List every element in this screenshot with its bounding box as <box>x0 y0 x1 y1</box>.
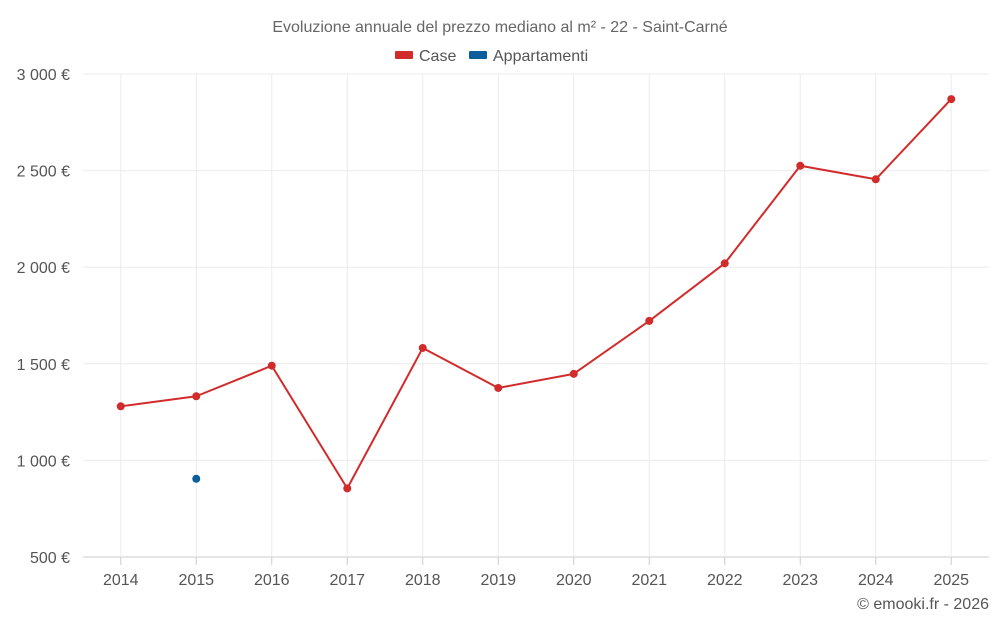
credit-text: © emooki.fr - 2026 <box>857 596 989 613</box>
data-point-case[interactable] <box>947 95 956 104</box>
series-line-case <box>120 98 952 490</box>
y-tick-label: 500 € <box>30 550 70 567</box>
data-point-case[interactable] <box>720 259 729 268</box>
series-case <box>116 95 956 493</box>
legend-item-case[interactable]: Case <box>395 48 456 65</box>
data-point-case[interactable] <box>645 316 654 325</box>
chart-title: Evoluzione annuale del prezzo mediano al… <box>272 19 727 36</box>
data-point-case[interactable] <box>267 361 276 370</box>
data-point-case[interactable] <box>116 402 125 411</box>
x-axis: 2014 2015 2016 2017 2018 2019 2020 2021 2022 2023… <box>103 557 969 589</box>
data-point-case[interactable] <box>343 484 352 493</box>
legend-label-appartamenti: Appartamenti <box>493 48 588 65</box>
data-point-case[interactable] <box>569 369 578 378</box>
data-point-case[interactable] <box>494 383 503 392</box>
data-point-case[interactable] <box>192 392 201 401</box>
data-point-case[interactable] <box>796 161 805 170</box>
y-tick-label: 1 500 € <box>17 357 70 374</box>
data-point-appartamenti[interactable] <box>192 474 201 483</box>
y-tick-label: 1 000 € <box>17 453 70 470</box>
legend-swatch-appartamenti <box>469 51 487 59</box>
x-tick-label: 2014 <box>103 572 139 589</box>
legend-swatch-case <box>395 51 413 59</box>
series-layer <box>116 95 956 493</box>
x-tick-label: 2020 <box>556 572 592 589</box>
series-appartamenti <box>192 474 201 483</box>
x-tick-label: 2018 <box>405 572 441 589</box>
x-tick-label: 2024 <box>858 572 894 589</box>
x-tick-label: 2019 <box>480 572 516 589</box>
y-axis: 500 € 1 000 € 1 500 € 2 000 € 2 500 € 3 000 € <box>17 67 70 567</box>
grid <box>83 73 989 558</box>
y-tick-label: 2 000 € <box>17 260 70 277</box>
y-tick-label: 2 500 € <box>17 164 70 181</box>
x-tick-label: 2017 <box>329 572 365 589</box>
data-point-case[interactable] <box>418 343 427 352</box>
legend-item-appartamenti[interactable]: Appartamenti <box>469 48 588 65</box>
data-point-case[interactable] <box>871 175 880 184</box>
x-tick-label: 2016 <box>254 572 290 589</box>
x-tick-label: 2021 <box>631 572 667 589</box>
x-tick-label: 2022 <box>707 572 743 589</box>
legend-label-case: Case <box>419 48 456 65</box>
y-tick-label: 3 000 € <box>17 67 70 84</box>
x-tick-label: 2015 <box>178 572 214 589</box>
x-tick-label: 2025 <box>933 572 969 589</box>
x-tick-label: 2023 <box>782 572 818 589</box>
legend: Case Appartamenti <box>395 48 588 65</box>
